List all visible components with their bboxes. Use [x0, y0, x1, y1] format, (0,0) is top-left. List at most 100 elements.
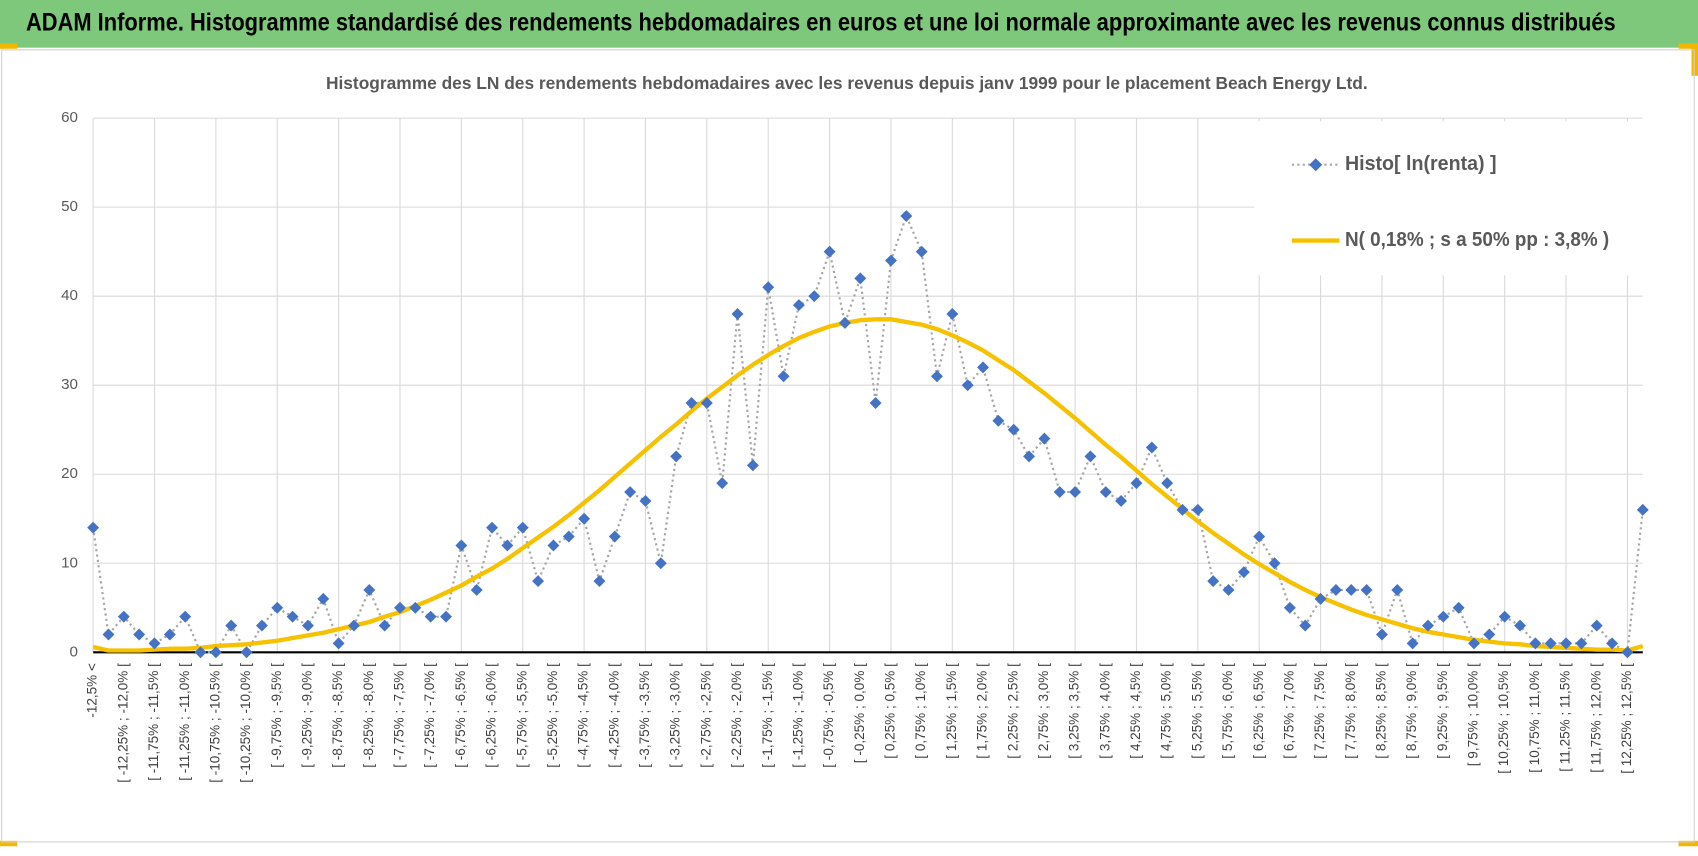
data-point — [1606, 637, 1619, 650]
x-tick-label: [ -5,25% ; -5,0% [ — [545, 663, 560, 768]
data-point — [179, 610, 192, 623]
x-tick-label: [ 12,25% ; 12,5% [ — [1619, 663, 1634, 774]
x-tick-label: [ -11,75% ; -11,5% [ — [146, 663, 161, 781]
x-tick-label: [ -1,75% ; -1,5% [ — [760, 663, 775, 768]
data-point — [1636, 503, 1649, 516]
data-point — [1437, 610, 1450, 623]
y-tick-label: 0 — [70, 643, 78, 660]
data-point — [209, 646, 222, 659]
y-tick-label: 20 — [61, 465, 78, 482]
legend-label: Histo[ ln(renta) ] — [1345, 152, 1497, 175]
y-tick-label: 30 — [61, 376, 78, 393]
x-tick-label: [ 4,75% ; 5,0% [ — [1159, 663, 1174, 759]
y-tick-label: 60 — [61, 109, 78, 126]
x-tick-label: [ 2,75% ; 3,0% [ — [1036, 663, 1051, 759]
x-tick-label: [ -12,25% ; -12,0% [ — [115, 663, 130, 783]
data-point — [1575, 637, 1588, 650]
data-point — [1069, 486, 1082, 498]
plot — [87, 210, 1649, 659]
data-point — [823, 245, 836, 258]
corner-mark — [0, 840, 18, 847]
data-point — [332, 637, 345, 650]
data-point — [961, 379, 974, 392]
data-point — [1099, 486, 1112, 498]
data-point — [240, 646, 253, 659]
data-point — [1161, 477, 1174, 490]
data-point — [1544, 637, 1557, 650]
x-tick-label: [ -9,25% ; -9,0% [ — [300, 663, 315, 768]
x-tick-label: [ 5,25% ; 5,5% [ — [1189, 663, 1204, 759]
data-point — [271, 601, 284, 614]
x-tick-label: [ 4,25% ; 4,5% [ — [1128, 663, 1143, 759]
x-tick-label: [ -9,75% ; -9,5% [ — [269, 663, 284, 768]
chart-title: Histogramme des LN des rendements hebdom… — [326, 73, 1368, 93]
x-tick-label: [ 11,75% ; 12,0% [ — [1588, 663, 1603, 773]
data-point — [133, 628, 146, 641]
x-tick-label: [ -8,75% ; -8,5% [ — [330, 663, 345, 768]
x-tick-label: [ -11,25% ; -11,0% [ — [177, 663, 192, 781]
corner-mark — [1678, 43, 1698, 49]
data-point — [1452, 601, 1465, 614]
x-tick-label: [ 5,75% ; 6,0% [ — [1220, 663, 1235, 759]
x-tick-label: -12,5% < — [85, 663, 100, 718]
header-bar — [0, 0, 1698, 48]
data-point — [685, 397, 698, 409]
data-point — [1560, 637, 1573, 650]
x-tick-label: [ -6,75% ; -6,5% [ — [453, 663, 468, 768]
legend: Histo[ ln(renta) ] N( 0,18% ; s a 50% pp … — [1254, 121, 1647, 276]
x-tick-label: [ -0,75% ; -0,5% [ — [821, 663, 836, 768]
y-tick-label: 10 — [61, 554, 78, 571]
x-tick-label: [ -7,25% ; -7,0% [ — [422, 663, 437, 768]
data-point — [1176, 503, 1189, 516]
grid: 0 10 20 30 40 50 60 -12,5% < [ -12,25% ; -12,0% … — [61, 109, 1643, 783]
data-point — [1375, 628, 1388, 641]
x-tick-label: [ -10,25% ; -10,0% [ — [238, 663, 253, 783]
x-tick-label: [ 8,25% ; 8,5% [ — [1374, 663, 1389, 759]
x-tick-label: [ -5,75% ; -5,5% [ — [514, 663, 529, 768]
data-point — [1145, 441, 1158, 454]
data-point — [194, 646, 207, 659]
x-tick-label: [ 6,25% ; 6,5% [ — [1251, 663, 1266, 759]
x-tick-label: [ -7,75% ; -7,5% [ — [392, 663, 407, 768]
data-point — [1406, 637, 1419, 650]
data-point — [1038, 432, 1051, 445]
data-point — [1283, 601, 1296, 614]
data-point — [931, 370, 943, 383]
data-point — [700, 397, 713, 409]
series-line — [92, 213, 1644, 655]
data-point — [102, 628, 115, 641]
x-tick-label: [ 1,75% ; 2,0% [ — [975, 663, 990, 759]
data-point — [1237, 566, 1250, 579]
data-point — [87, 521, 100, 534]
y-tick-label: 40 — [61, 287, 78, 304]
data-point — [1621, 646, 1634, 659]
data-point — [117, 610, 130, 623]
corner-mark — [1678, 840, 1698, 847]
data-point — [409, 601, 422, 614]
x-tick-label: [ 0,75% ; 1,0% [ — [913, 663, 928, 759]
data-point — [440, 610, 452, 623]
x-tick-label: [ -6,25% ; -6,0% [ — [484, 663, 499, 768]
legend-box — [1254, 121, 1647, 276]
x-tick-label: [ -0,25% ; 0,0% [ — [852, 663, 867, 763]
data-point — [792, 299, 805, 312]
x-tick-label: [ -3,75% ; -3,5% [ — [637, 663, 652, 768]
data-point — [1115, 494, 1128, 507]
x-tick-label: [ -2,75% ; -2,5% [ — [698, 663, 713, 768]
y-tick-label: 50 — [61, 198, 78, 215]
x-tick-label: [ 10,25% ; 10,5% [ — [1496, 663, 1511, 774]
x-tick-label: [ -2,25% ; -2,0% [ — [729, 663, 744, 768]
x-tick-label: [ 0,25% ; 0,5% [ — [883, 663, 898, 759]
data-point — [1207, 575, 1220, 588]
x-tick-label: [ -4,25% ; -4,0% [ — [606, 663, 621, 768]
x-tick-label: [ 3,25% ; 3,5% [ — [1067, 663, 1082, 759]
data-point — [992, 414, 1005, 427]
x-tick-label: [ -8,25% ; -8,0% [ — [361, 663, 376, 768]
x-tick-label: [ -10,75% ; -10,5% [ — [207, 663, 222, 783]
x-tick-label: [ 2,25% ; 2,5% [ — [1005, 663, 1020, 759]
data-point — [1483, 628, 1496, 641]
data-point — [163, 628, 176, 641]
data-point — [1529, 637, 1542, 650]
